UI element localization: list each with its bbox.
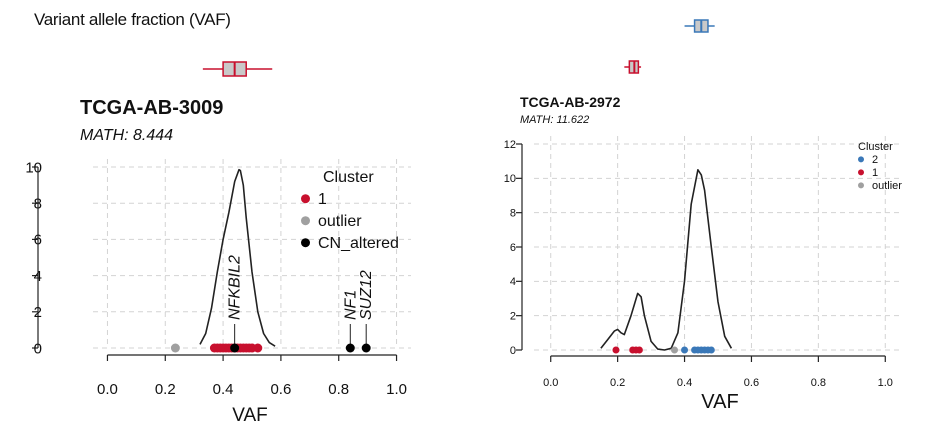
right-point-1 bbox=[635, 346, 643, 354]
left-point-1 bbox=[253, 343, 263, 353]
left-annotation-label: NF1 bbox=[342, 290, 359, 320]
right-legend-marker bbox=[858, 169, 864, 176]
left-annotation-label: NFKBIL2 bbox=[227, 255, 244, 320]
right-y-tick-label: 4 bbox=[510, 276, 516, 288]
left-legend-label: outlier bbox=[318, 213, 362, 230]
right-legend-label: 1 bbox=[872, 167, 878, 179]
right-legend-label: 2 bbox=[872, 154, 878, 166]
right-legend-title: Cluster bbox=[858, 141, 893, 153]
left-legend-marker bbox=[301, 216, 310, 226]
right-density-curve bbox=[600, 169, 733, 351]
left-point-CN_altered bbox=[345, 343, 355, 353]
left-x-tick-label: 0.8 bbox=[328, 381, 349, 398]
left-y-tick-label: 4 bbox=[34, 268, 42, 285]
right-y-tick-label: 0 bbox=[510, 345, 516, 357]
right-x-tick-label: 0.0 bbox=[543, 377, 558, 389]
left-y-tick-label: 10 bbox=[25, 159, 42, 176]
right-x-tick-label: 0.4 bbox=[677, 377, 692, 389]
right-x-tick-label: 0.8 bbox=[811, 377, 826, 389]
left-legend-marker bbox=[301, 194, 310, 204]
right-legend-marker bbox=[858, 182, 864, 189]
left-x-tick-label: 0.6 bbox=[270, 381, 291, 398]
left-annotation-label: SUZ12 bbox=[358, 270, 375, 320]
left-point-CN_altered bbox=[361, 343, 371, 353]
left-point-outlier bbox=[170, 343, 180, 353]
left-legend-label: CN_altered bbox=[318, 235, 399, 252]
left-y-tick-label: 6 bbox=[34, 232, 42, 249]
left-y-tick-label: 8 bbox=[34, 195, 42, 212]
right-y-tick-label: 10 bbox=[504, 173, 516, 185]
left-chart-title: TCGA-AB-3009 bbox=[80, 97, 223, 119]
right-x-axis-label: VAF bbox=[701, 391, 738, 413]
right-legend-marker bbox=[858, 156, 864, 163]
right-point-2 bbox=[681, 346, 689, 354]
left-chart-subtitle: MATH: 8.444 bbox=[80, 127, 173, 144]
left-x-tick-label: 0.0 bbox=[97, 381, 118, 398]
left-point-CN_altered bbox=[230, 343, 240, 353]
right-y-tick-label: 12 bbox=[504, 139, 516, 151]
right-legend-label: outlier bbox=[872, 180, 902, 192]
left-legend-title: Cluster bbox=[323, 169, 374, 186]
left-density-curve bbox=[199, 168, 276, 347]
left-x-tick-label: 0.2 bbox=[155, 381, 176, 398]
right-point-2 bbox=[707, 346, 715, 354]
right-x-tick-label: 1.0 bbox=[878, 377, 893, 389]
right-y-tick-label: 8 bbox=[510, 208, 516, 220]
left-x-axis-label: VAF bbox=[232, 405, 268, 426]
right-point-outlier bbox=[671, 346, 679, 354]
figure-header: Variant allele fraction (VAF) bbox=[34, 10, 231, 29]
left-legend-label: 1 bbox=[318, 191, 327, 208]
right-x-tick-label: 0.2 bbox=[610, 377, 625, 389]
right-x-tick-label: 0.6 bbox=[744, 377, 759, 389]
left-y-tick-label: 0 bbox=[34, 340, 42, 357]
right-chart-subtitle: MATH: 11.622 bbox=[520, 114, 589, 126]
right-point-1 bbox=[612, 346, 620, 354]
right-y-tick-label: 6 bbox=[510, 242, 516, 254]
left-legend-marker bbox=[301, 238, 310, 248]
left-x-tick-label: 0.4 bbox=[213, 381, 234, 398]
left-y-tick-label: 2 bbox=[34, 304, 42, 321]
right-chart-title: TCGA-AB-2972 bbox=[520, 94, 621, 110]
left-x-tick-label: 1.0 bbox=[386, 381, 407, 398]
right-y-tick-label: 2 bbox=[510, 311, 516, 323]
